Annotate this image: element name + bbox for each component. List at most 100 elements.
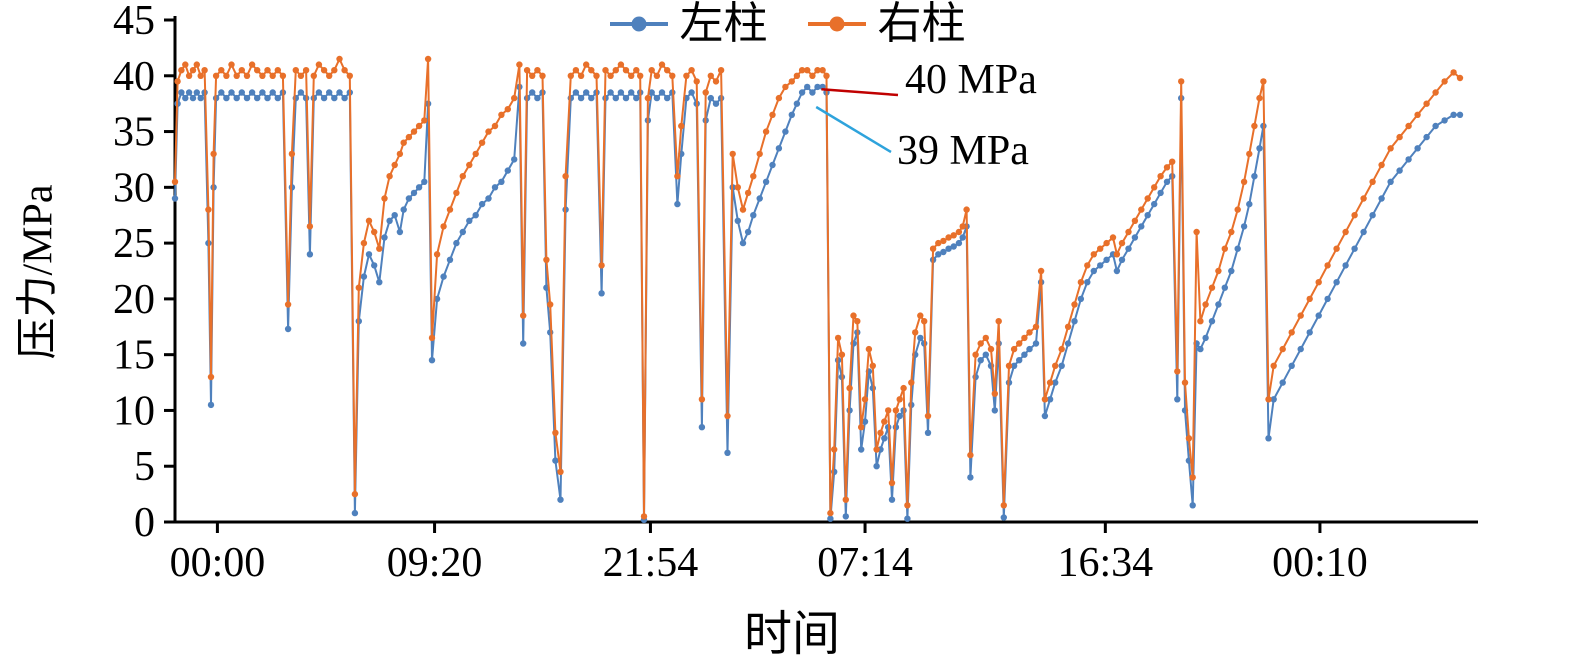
series-marker-0 bbox=[320, 94, 328, 102]
series-marker-1 bbox=[1315, 279, 1322, 286]
series-marker-1 bbox=[588, 67, 595, 74]
series-marker-1 bbox=[212, 72, 220, 80]
series-marker-1 bbox=[1169, 158, 1176, 165]
series-marker-1 bbox=[485, 128, 492, 135]
series-marker-0 bbox=[769, 161, 776, 169]
series-marker-0 bbox=[400, 206, 407, 213]
series-line-1 bbox=[174, 56, 1461, 517]
series-marker-1 bbox=[1097, 245, 1104, 252]
series-marker-0 bbox=[1077, 295, 1085, 303]
series-marker-1 bbox=[539, 72, 546, 80]
series-marker-1 bbox=[955, 228, 963, 236]
series-marker-1 bbox=[189, 67, 197, 74]
series-marker-0 bbox=[306, 251, 314, 258]
series-marker-1 bbox=[1084, 262, 1091, 269]
series-marker-1 bbox=[707, 72, 714, 80]
series-marker-0 bbox=[1202, 334, 1209, 342]
series-marker-1 bbox=[653, 72, 661, 80]
series-marker-1 bbox=[1251, 122, 1258, 130]
series-marker-1 bbox=[917, 312, 924, 319]
series-marker-1 bbox=[628, 72, 635, 80]
series-marker-0 bbox=[674, 200, 681, 208]
series-marker-1 bbox=[1151, 184, 1158, 191]
series-marker-1 bbox=[182, 61, 189, 68]
annotation-label-1: 39 MPa bbox=[897, 128, 1029, 174]
series-marker-1 bbox=[1109, 234, 1117, 241]
series-marker-0 bbox=[297, 89, 305, 96]
x-tick-label: 21:54 bbox=[603, 540, 699, 586]
series-marker-1 bbox=[529, 72, 536, 80]
series-marker-0 bbox=[814, 83, 821, 91]
series-marker-0 bbox=[1058, 362, 1065, 369]
series-marker-1 bbox=[472, 150, 479, 158]
series-marker-0 bbox=[935, 251, 942, 258]
series-marker-0 bbox=[371, 262, 378, 269]
x-tick-label: 09:20 bbox=[387, 540, 483, 586]
series-marker-0 bbox=[617, 89, 625, 96]
series-marker-0 bbox=[724, 449, 731, 456]
series-marker-1 bbox=[306, 223, 314, 230]
series-marker-0 bbox=[189, 94, 197, 102]
series-marker-1 bbox=[218, 67, 225, 74]
series-marker-1 bbox=[351, 490, 359, 498]
y-tick-label: 25 bbox=[113, 221, 155, 267]
series-marker-1 bbox=[1456, 74, 1464, 82]
series-marker-1 bbox=[1324, 262, 1331, 269]
series-marker-1 bbox=[381, 195, 388, 202]
series-marker-1 bbox=[1351, 212, 1358, 219]
series-marker-1 bbox=[633, 67, 640, 74]
series-marker-1 bbox=[669, 72, 676, 80]
series-marker-1 bbox=[602, 67, 609, 74]
series-marker-0 bbox=[1113, 267, 1121, 275]
series-marker-1 bbox=[1288, 329, 1295, 336]
series-marker-1 bbox=[264, 67, 271, 74]
series-marker-1 bbox=[869, 362, 876, 369]
series-marker-0 bbox=[577, 94, 585, 102]
series-marker-0 bbox=[557, 496, 564, 503]
series-marker-1 bbox=[1208, 284, 1216, 291]
series-marker-1 bbox=[1387, 145, 1394, 152]
series-marker-1 bbox=[210, 150, 217, 158]
series-marker-1 bbox=[717, 67, 725, 74]
series-marker-0 bbox=[648, 89, 655, 96]
series-marker-0 bbox=[1090, 267, 1098, 275]
series-marker-1 bbox=[1265, 396, 1272, 403]
series-marker-0 bbox=[248, 89, 256, 96]
series-marker-1 bbox=[292, 67, 299, 74]
series-marker-0 bbox=[386, 217, 393, 224]
series-marker-1 bbox=[782, 83, 789, 91]
series-marker-1 bbox=[1032, 323, 1040, 330]
series-marker-0 bbox=[688, 89, 695, 96]
series-marker-0 bbox=[1032, 340, 1040, 347]
series-marker-1 bbox=[178, 67, 185, 74]
series-marker-0 bbox=[598, 290, 605, 297]
legend-item-1: 右柱 bbox=[807, 2, 966, 46]
series-marker-1 bbox=[365, 217, 373, 224]
y-tick-label: 40 bbox=[113, 54, 155, 100]
series-marker-0 bbox=[1396, 167, 1403, 174]
series-marker-0 bbox=[607, 89, 614, 96]
series-marker-0 bbox=[1221, 284, 1229, 291]
series-marker-0 bbox=[1064, 340, 1072, 347]
series-marker-1 bbox=[678, 122, 685, 130]
series-marker-1 bbox=[598, 262, 605, 269]
series-marker-0 bbox=[1157, 189, 1164, 197]
series-marker-1 bbox=[504, 106, 511, 113]
series-marker-1 bbox=[1240, 178, 1248, 185]
series-marker-1 bbox=[827, 509, 834, 517]
series-marker-1 bbox=[1256, 94, 1263, 102]
series-marker-0 bbox=[572, 89, 580, 96]
series-marker-0 bbox=[254, 94, 261, 102]
series-marker-0 bbox=[259, 89, 266, 96]
series-marker-1 bbox=[834, 334, 842, 342]
series-marker-1 bbox=[1046, 379, 1054, 386]
series-marker-1 bbox=[297, 72, 305, 80]
series-marker-0 bbox=[1125, 245, 1132, 252]
series-marker-1 bbox=[982, 334, 989, 342]
series-marker-1 bbox=[593, 72, 600, 80]
series-marker-0 bbox=[1342, 262, 1349, 269]
y-tick-label: 15 bbox=[113, 333, 155, 379]
series-marker-1 bbox=[1118, 239, 1126, 247]
x-axis-title: 时间 bbox=[743, 608, 841, 655]
series-marker-0 bbox=[991, 407, 998, 414]
